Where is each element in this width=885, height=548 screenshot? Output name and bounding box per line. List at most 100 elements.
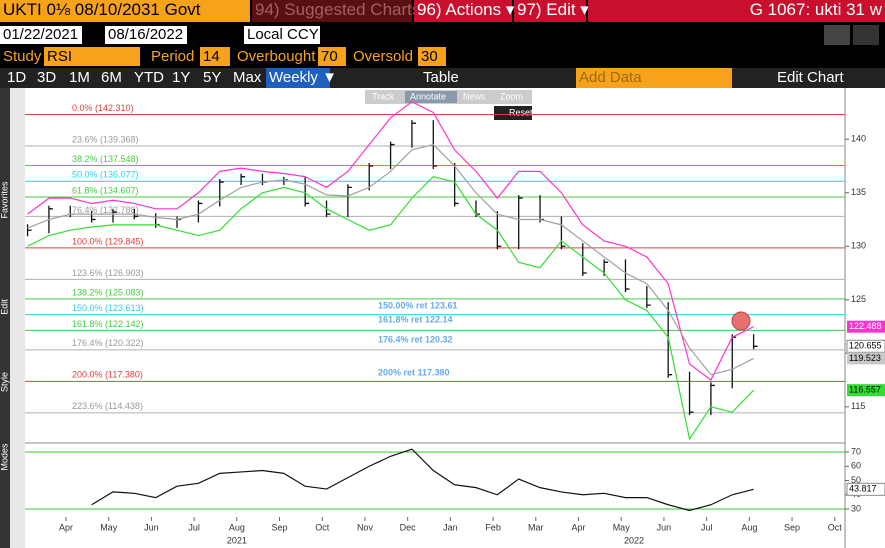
price-bar [582,243,587,277]
x-tick-label: Aug [229,522,245,532]
add-data[interactable]: Add Data [576,68,732,88]
y-tick-label: 30 [851,503,861,513]
last-value: 43.817 [849,484,877,494]
tool-button[interactable]: Annotate [410,91,446,101]
undo-button[interactable] [824,25,850,45]
period-button[interactable]: 1D [7,69,27,86]
y-tick-label: 135 [851,187,866,197]
edit-chart[interactable]: Edit Chart [777,69,844,86]
toolbar: 1D 3D 1M 6M YTD 1Y 5Y Max Weekly ▼ Table… [0,68,885,88]
period-button[interactable]: 3D [37,69,57,86]
menu-button[interactable]: 96) Actions ▾ [414,0,514,22]
table-button[interactable]: Table [423,69,459,86]
period-label: Period [151,48,195,65]
frequency[interactable]: Weekly ▼ [266,68,337,88]
currency[interactable]: Local CCY [244,26,320,44]
start-date[interactable]: 01/22/2021 [0,26,82,44]
price-bar [112,209,117,223]
price-bar [26,224,32,237]
highlight-circle [731,311,751,331]
price-bar [752,334,758,350]
period-button[interactable]: 1M [69,69,90,86]
price-bar [646,286,651,309]
x-tick-label: Jun [657,522,672,532]
last-value: 116.557 [849,385,881,395]
x-tick-label: May [100,522,118,532]
study-label: Study [3,48,42,65]
level-label: 200.0% (117.380) [72,370,143,380]
side-tab[interactable]: Modes [0,443,9,471]
menu-button[interactable]: 97) Edit ▾ [514,0,589,22]
y-tick-label: 115 [851,401,865,411]
period-button[interactable]: 6M [101,69,122,86]
series-line [27,176,755,441]
y-tick-label: 125 [851,294,866,304]
y-tick-label: 70 [851,446,861,456]
overbought-label: Overbought [237,48,316,65]
x-tick-label: Sep [784,522,800,532]
period-button[interactable]: YTD [134,69,164,86]
overbought[interactable]: 70 [318,47,346,66]
period-button[interactable]: 5Y [203,69,222,86]
level-label: 38.2% (137.548) [72,154,139,164]
tool-button[interactable]: Zoom [500,91,523,101]
period-button[interactable]: Max [233,69,262,86]
icon-bar [10,88,25,548]
y-tick-label: 50 [851,475,861,485]
series-line [27,101,754,381]
y-tick-label: 140 [851,134,866,144]
side-tab[interactable]: Edit [0,299,9,315]
annotation: 200% ret 117.380 [378,367,450,377]
x-tick-label: Jun [144,522,159,532]
tool-button[interactable]: Track [372,91,395,101]
last-value-box [847,384,885,397]
level-label: 100.0% (129.845) [72,236,144,246]
annotation: 176.4% ret 120.32 [378,334,453,344]
x-tick-label: Jan [443,522,458,532]
price-bar [518,195,523,250]
price-bar [197,200,203,223]
x-tick-label: Oct [315,522,330,532]
level-label: 61.8% (134.607) [72,185,139,195]
reset-button[interactable] [494,106,532,120]
side-tab[interactable]: Style [0,372,9,392]
level-label: 223.6% (114.438) [72,401,143,411]
ticker: G 1067: ukti 31 w [588,0,885,22]
oversold[interactable]: 30 [418,47,446,66]
price-bar [219,179,224,207]
annotation: 150.00% ret 123.61 [378,300,458,310]
menu-button[interactable]: 94) Suggested Charts [252,0,420,22]
y-tick-label: 130 [851,241,866,251]
price-bar [624,259,630,293]
security[interactable]: UKTI 0⅛ 08/10/2031 Govt [0,0,250,22]
last-value-box [847,320,885,333]
reset-label[interactable]: Reset [509,107,533,117]
side-tab[interactable]: Favorites [0,181,9,219]
end-date[interactable]: 08/16/2022 [105,26,187,44]
redo-button[interactable] [853,25,879,45]
x-tick-label: Apr [571,522,585,532]
year-label: 2022 [624,535,644,545]
x-tick-label: Apr [59,522,73,532]
last-value: 122.488 [849,321,882,331]
price-bar [453,162,459,207]
price-bar [347,184,352,218]
tool-button[interactable]: News [463,91,486,101]
period-button[interactable]: 1Y [172,69,191,86]
last-value-box [847,352,885,365]
level-label: 76.4% (132.788) [72,205,139,215]
level-label: 176.4% (120.322) [72,338,144,348]
annotation: 161.8% ret 122.14 [378,314,453,324]
study-name[interactable]: RSI [44,47,140,66]
price-bar [368,162,374,191]
year-label: 2021 [227,535,247,545]
price-bar [710,382,715,416]
x-tick-label: Oct [828,522,843,532]
level-label: 23.6% (139.368) [72,134,139,144]
series-line [91,448,754,512]
x-tick-label: Jul [188,522,200,532]
level-label: 123.6% (126.903) [72,268,144,278]
last-value-box [846,482,885,496]
level-label: 161.8% (122.142) [72,319,144,329]
period[interactable]: 14 [200,47,230,66]
